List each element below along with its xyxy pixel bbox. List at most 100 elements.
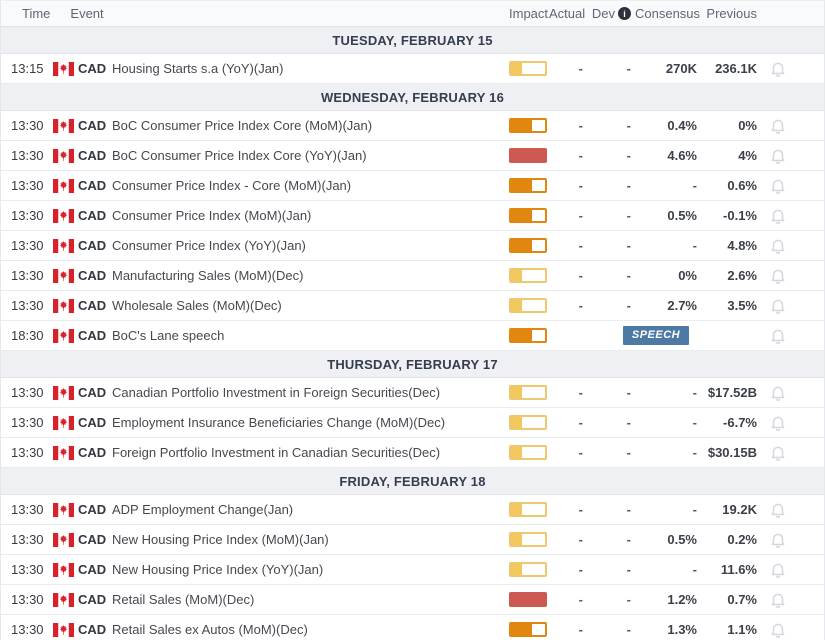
bell-icon[interactable] <box>769 501 787 519</box>
event-row[interactable]: 13:30 CAD Wholesale Sales (MoM)(Dec) - -… <box>1 291 824 321</box>
impact-meter <box>509 208 547 223</box>
consensus-value: - <box>692 178 697 193</box>
event-time: 13:30 <box>11 592 44 607</box>
bell-icon[interactable] <box>769 177 787 195</box>
canada-flag-icon <box>53 415 74 430</box>
event-row[interactable]: 13:30 CAD New Housing Price Index (YoY)(… <box>1 555 824 585</box>
previous-value: 2.6% <box>727 268 757 283</box>
event-name[interactable]: Canadian Portfolio Investment in Foreign… <box>112 385 441 400</box>
event-name[interactable]: BoC Consumer Price Index Core (YoY)(Jan) <box>112 148 367 163</box>
event-name[interactable]: Retail Sales ex Autos (MoM)(Dec) <box>112 622 308 637</box>
column-headers-right: Impact Actual Dev i Consensus Previous <box>509 6 805 21</box>
bell-icon[interactable] <box>769 531 787 549</box>
event-name[interactable]: Consumer Price Index (MoM)(Jan) <box>112 208 312 223</box>
impact-meter <box>509 445 547 460</box>
dev-value: - <box>626 268 631 283</box>
bell-icon[interactable] <box>769 591 787 609</box>
bell-icon[interactable] <box>769 237 787 255</box>
bell-icon[interactable] <box>769 384 787 402</box>
event-name[interactable]: New Housing Price Index (MoM)(Jan) <box>112 532 329 547</box>
event-row[interactable]: 13:30 CAD Canadian Portfolio Investment … <box>1 378 824 408</box>
event-row[interactable]: 13:30 CAD BoC Consumer Price Index Core … <box>1 141 824 171</box>
event-name[interactable]: Employment Insurance Beneficiaries Chang… <box>112 415 446 430</box>
bell-icon[interactable] <box>769 297 787 315</box>
event-time: 13:30 <box>11 385 44 400</box>
bell-cell <box>763 177 805 195</box>
event-time: 13:30 <box>11 148 44 163</box>
impact-meter <box>509 61 547 76</box>
consensus-value: - <box>692 238 697 253</box>
event-name[interactable]: Retail Sales (MoM)(Dec) <box>112 592 255 607</box>
bell-icon[interactable] <box>769 267 787 285</box>
canada-flag-icon <box>53 502 74 517</box>
impact-meter <box>509 502 547 517</box>
event-row[interactable]: 13:30 CAD Consumer Price Index (MoM)(Jan… <box>1 201 824 231</box>
event-name[interactable]: Manufacturing Sales (MoM)(Dec) <box>112 268 304 283</box>
bell-icon[interactable] <box>769 414 787 432</box>
event-name[interactable]: Foreign Portfolio Investment in Canadian… <box>112 445 441 460</box>
currency-code: CAD <box>78 238 107 253</box>
bell-icon[interactable] <box>769 60 787 78</box>
info-icon[interactable]: i <box>618 7 631 20</box>
event-row[interactable]: 13:30 CAD Manufacturing Sales (MoM)(Dec)… <box>1 261 824 291</box>
event-row[interactable]: 13:30 CAD BoC Consumer Price Index Core … <box>1 111 824 141</box>
bell-cell <box>763 327 805 345</box>
impact-meter <box>509 415 547 430</box>
bell-icon[interactable] <box>769 561 787 579</box>
event-row[interactable]: 13:30 CAD ADP Employment Change(Jan) - -… <box>1 495 824 525</box>
consensus-value: 0.5% <box>667 532 697 547</box>
dev-value: - <box>626 118 631 133</box>
event-row[interactable]: 13:30 CAD Consumer Price Index (YoY)(Jan… <box>1 231 824 261</box>
event-row[interactable]: 13:30 CAD Foreign Portfolio Investment i… <box>1 438 824 468</box>
column-header-impact: Impact <box>509 6 549 21</box>
impact-meter <box>509 562 547 577</box>
bell-icon[interactable] <box>769 621 787 639</box>
event-time: 13:30 <box>11 622 44 637</box>
bell-icon[interactable] <box>769 117 787 135</box>
previous-value: 11.6% <box>720 562 757 577</box>
bell-icon[interactable] <box>769 444 787 462</box>
event-name[interactable]: Wholesale Sales (MoM)(Dec) <box>112 298 282 313</box>
event-time: 13:30 <box>11 445 44 460</box>
event-row[interactable]: 13:30 CAD Consumer Price Index - Core (M… <box>1 171 824 201</box>
bell-cell <box>763 501 805 519</box>
event-row[interactable]: 13:30 CAD Employment Insurance Beneficia… <box>1 408 824 438</box>
event-row[interactable]: 13:30 CAD Retail Sales ex Autos (MoM)(De… <box>1 615 824 640</box>
bell-icon[interactable] <box>769 327 787 345</box>
event-row[interactable]: 13:15 CAD Housing Starts s.a (YoY)(Jan) … <box>1 54 824 84</box>
consensus-value: 0.5% <box>667 208 697 223</box>
impact-meter <box>509 148 547 163</box>
dev-value: - <box>626 592 631 607</box>
event-row[interactable]: 18:30 CAD BoC's Lane speech SPEECH <box>1 321 824 351</box>
event-name[interactable]: BoC's Lane speech <box>112 328 225 343</box>
event-name[interactable]: ADP Employment Change(Jan) <box>112 502 294 517</box>
event-row[interactable]: 13:30 CAD Retail Sales (MoM)(Dec) - - 1.… <box>1 585 824 615</box>
bell-cell <box>763 531 805 549</box>
impact-cell <box>509 445 549 460</box>
speech-badge[interactable]: SPEECH <box>622 326 690 345</box>
bell-icon[interactable] <box>769 207 787 225</box>
impact-cell <box>509 532 549 547</box>
impact-cell <box>509 328 549 343</box>
impact-meter <box>509 298 547 313</box>
actual-value: - <box>578 532 583 547</box>
canada-flag-icon <box>53 268 74 283</box>
event-name[interactable]: Consumer Price Index (YoY)(Jan) <box>112 238 306 253</box>
actual-value: - <box>578 178 583 193</box>
previous-value: 0.6% <box>727 178 757 193</box>
event-name[interactable]: Housing Starts s.a (YoY)(Jan) <box>112 61 284 76</box>
event-name[interactable]: BoC Consumer Price Index Core (MoM)(Jan) <box>112 118 373 133</box>
canada-flag-icon <box>53 208 74 223</box>
bell-cell <box>763 384 805 402</box>
event-name[interactable]: Consumer Price Index - Core (MoM)(Jan) <box>112 178 352 193</box>
bell-icon[interactable] <box>769 147 787 165</box>
dev-value: - <box>626 445 631 460</box>
impact-meter <box>509 532 547 547</box>
day-header: THURSDAY, FEBRUARY 17 <box>1 351 824 378</box>
consensus-value: 2.7% <box>667 298 697 313</box>
bell-cell <box>763 117 805 135</box>
event-name[interactable]: New Housing Price Index (YoY)(Jan) <box>112 562 324 577</box>
event-row[interactable]: 13:30 CAD New Housing Price Index (MoM)(… <box>1 525 824 555</box>
impact-meter <box>509 592 547 607</box>
